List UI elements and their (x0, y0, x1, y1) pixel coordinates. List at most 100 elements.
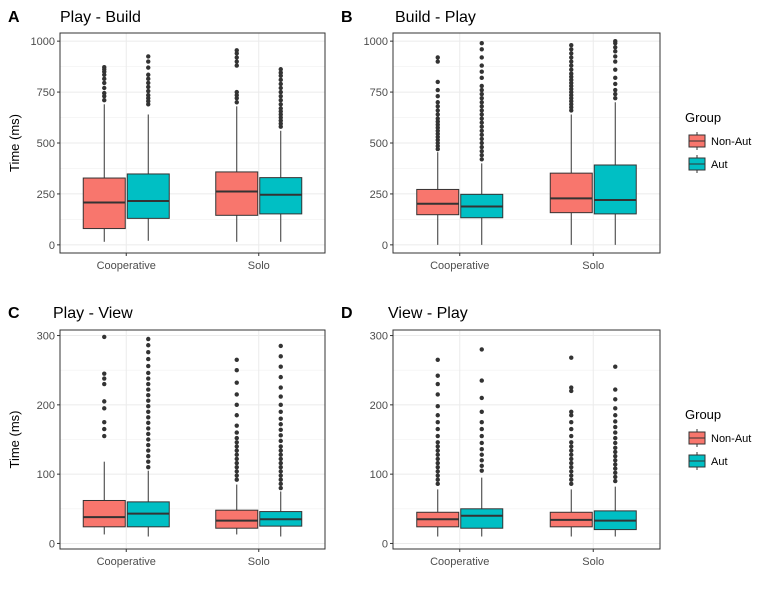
outlier-point (479, 40, 484, 46)
outlier-point (234, 430, 239, 435)
outlier-point (435, 112, 440, 117)
outlier-point (234, 460, 239, 466)
outlier-point (569, 448, 574, 453)
outlier-point (613, 75, 618, 81)
outlier-point (435, 465, 440, 470)
x-tick-label: Solo (248, 556, 270, 568)
outlier-point (613, 38, 618, 44)
outlier-point (234, 469, 239, 474)
outlier-point (569, 55, 574, 60)
outlier-point (102, 433, 107, 439)
y-tick-label: 500 (370, 138, 388, 150)
outlier-point (479, 75, 484, 81)
outlier-point (234, 392, 239, 397)
outlier-point (613, 91, 618, 97)
x-tick-label: Solo (582, 556, 604, 568)
outlier-point (102, 376, 107, 381)
outlier-point (146, 465, 151, 470)
outlier-point (102, 371, 107, 376)
outlier-point (278, 422, 283, 427)
y-tick-label: 200 (37, 400, 55, 412)
outlier-point (102, 90, 107, 96)
outlier-point (569, 444, 574, 449)
outlier-point (146, 437, 151, 442)
outlier-point (146, 381, 151, 387)
outlier-point (479, 148, 484, 154)
outlier-point (435, 413, 440, 418)
outlier-point (102, 72, 107, 77)
outlier-point (479, 104, 484, 109)
outlier-point (278, 93, 283, 99)
box-non-aut-cooperative (82, 499, 126, 528)
outlier-point (278, 438, 283, 444)
outlier-point (435, 469, 440, 474)
outlier-point (479, 55, 484, 60)
x-tick-label: Cooperative (430, 260, 489, 272)
outlier-point (569, 388, 574, 394)
outlier-point (479, 440, 484, 446)
outlier-point (234, 448, 239, 453)
outlier-point (146, 370, 151, 376)
panel-letter: A (8, 9, 20, 26)
outlier-point (278, 456, 283, 462)
outlier-point (278, 70, 283, 75)
legend-label: Non-Aut (711, 136, 751, 148)
outlier-point (234, 440, 239, 445)
outlier-point (479, 447, 484, 452)
outlier-point (278, 477, 283, 482)
outlier-point (435, 55, 440, 60)
outlier-point (569, 413, 574, 418)
outlier-point (278, 394, 283, 399)
outlier-point (278, 460, 283, 466)
outlier-point (234, 456, 239, 462)
outlier-point (479, 87, 484, 93)
y-tick-label: 250 (37, 189, 55, 201)
outlier-point (102, 98, 107, 103)
panel-title: Play - View (53, 305, 133, 322)
outlier-point (234, 100, 239, 105)
outlier-point (102, 419, 107, 425)
y-tick-label: 100 (37, 469, 55, 481)
y-tick-label: 750 (370, 87, 388, 99)
outlier-point (435, 131, 440, 137)
outlier-point (435, 108, 440, 113)
outlier-point (479, 452, 484, 457)
y-tick-label: 500 (37, 138, 55, 150)
panel-a: 0 250 500 750 1000 Cooperative Solo A Play - Bui… (7, 9, 326, 272)
outlier-point (234, 402, 239, 408)
outlier-point (278, 485, 283, 491)
x-tick-label: Cooperative (97, 556, 156, 568)
outlier-point (146, 65, 151, 70)
outlier-point (146, 363, 151, 369)
outlier-point (146, 398, 151, 403)
outlier-point (278, 118, 283, 123)
outlier-point (102, 406, 107, 411)
outlier-point (435, 460, 440, 466)
outlier-point (278, 121, 283, 126)
panel-title: Build - Play (395, 9, 476, 26)
outlier-point (479, 458, 484, 463)
outlier-point (479, 95, 484, 101)
outlier-point (278, 102, 283, 107)
outlier-point (569, 452, 574, 457)
outlier-point (613, 466, 618, 471)
outlier-point (278, 374, 283, 380)
outlier-point (569, 426, 574, 432)
outlier-point (569, 355, 574, 360)
y-tick-label: 1000 (364, 36, 388, 48)
outlier-point (435, 473, 440, 478)
outlier-point (479, 124, 484, 129)
outlier-point (102, 381, 107, 387)
outlier-point (569, 59, 574, 64)
box-non-aut-solo (215, 171, 259, 216)
outlier-point (479, 409, 484, 414)
outlier-point (234, 357, 239, 363)
outlier-point (613, 364, 618, 369)
outlier-point (102, 85, 107, 91)
outlier-point (479, 378, 484, 383)
outlier-point (435, 140, 440, 146)
panel-d: 0 100 200 300 Cooperative Solo D View - Play (341, 305, 661, 568)
outlier-point (613, 440, 618, 446)
outlier-point (569, 92, 574, 98)
outlier-point (613, 387, 618, 392)
